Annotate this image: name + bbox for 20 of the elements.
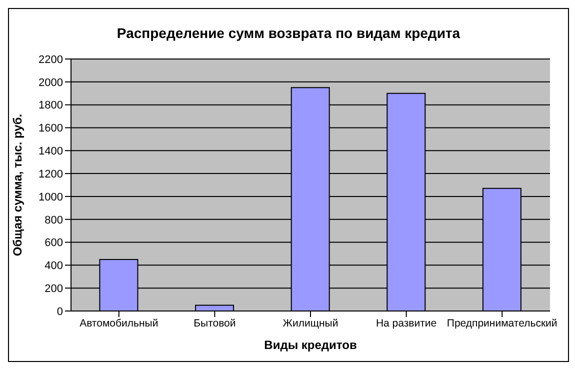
y-tick-label: 1800	[38, 100, 63, 112]
y-tick-label: 800	[44, 214, 63, 226]
x-tick-label: Жилищный	[282, 317, 338, 330]
x-tick-label: На развитие	[376, 317, 437, 330]
y-tick-label: 1400	[38, 146, 63, 158]
y-tick-label: 400	[44, 260, 63, 272]
x-axis-title: Виды кредитов	[264, 338, 357, 352]
y-axis-title: Общая сумма, тыс. руб.	[10, 114, 24, 256]
chart-title: Распределение сумм возврата по видам кредита	[116, 25, 462, 41]
x-tick-label: Бытовой	[194, 317, 236, 330]
x-tick-label: Автомобильный	[80, 317, 158, 330]
y-tick-label: 1000	[38, 191, 63, 204]
y-tick-label: 600	[44, 237, 63, 250]
y-tick-label: 1200	[38, 168, 63, 180]
y-tick-label: 2000	[38, 76, 63, 89]
y-tick-label: 0	[56, 306, 63, 318]
y-tick-label: 2200	[38, 54, 63, 66]
y-tick-label: 1600	[38, 122, 63, 135]
x-tick-label: Предпринимательский	[446, 317, 558, 330]
y-tick-label: 200	[44, 282, 63, 295]
